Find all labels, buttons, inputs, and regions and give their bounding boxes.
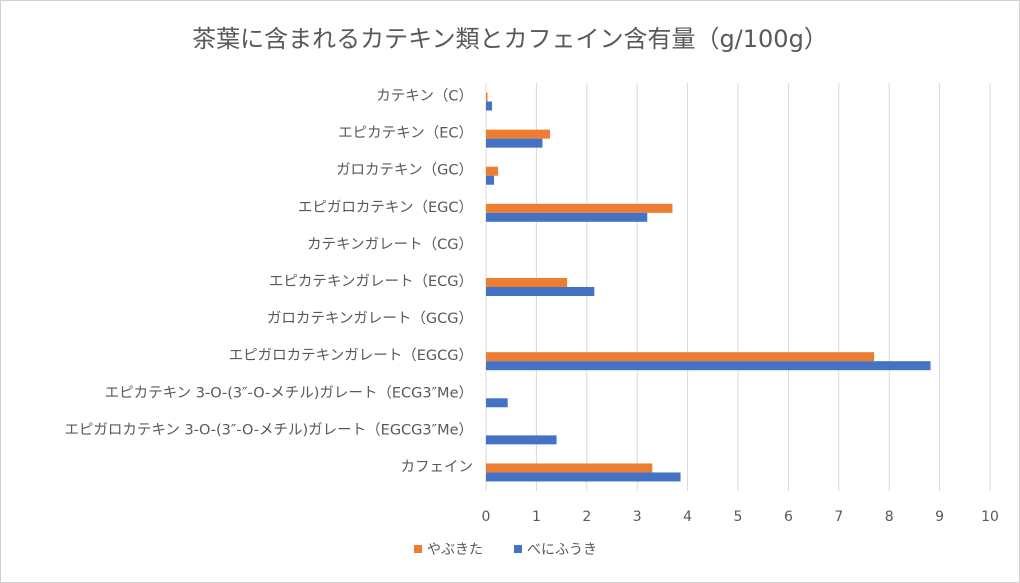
bar-yabukita-3 <box>486 203 673 213</box>
chart-title: 茶葉に含まれるカテキン類とカフェイン含有量（g/100g） <box>192 25 828 53</box>
bar-benifuuki-1 <box>486 138 543 148</box>
x-tick-label-0: 0 <box>482 509 491 525</box>
x-tick-label-2: 2 <box>582 509 591 525</box>
category-labels: カテキン（C） エピカテキン（EC） ガロカテキン（GC） エピガロカテキン（EGC）… <box>64 88 473 476</box>
category-label-5: エピカテキンガレート（ECG） <box>269 273 473 290</box>
bar-benifuuki-7 <box>486 361 931 371</box>
x-tick-label-10: 10 <box>981 509 999 525</box>
bar-benifuuki-8 <box>486 398 508 408</box>
x-tick-label-9: 9 <box>935 509 944 525</box>
x-tick-label-4: 4 <box>683 509 692 525</box>
category-label-8: エピカテキン 3-O-(3″-O-メチル)ガレート（ECG3″Me） <box>105 384 473 401</box>
category-label-6: ガロカテキンガレート（GCG） <box>267 310 473 327</box>
bar-benifuuki-0 <box>486 101 493 111</box>
bar-yabukita-1 <box>486 129 551 139</box>
x-tick-label-7: 7 <box>834 509 843 525</box>
category-label-10: カフェイン <box>401 459 474 475</box>
legend-label-0: やぶきた <box>427 542 483 558</box>
gridlines <box>485 83 991 491</box>
category-label-0: カテキン（C） <box>376 88 473 105</box>
category-label-4: カテキンガレート（CG） <box>307 236 473 253</box>
category-label-9: エピガロカテキン 3-O-(3″-O-メチル)ガレート（EGCG3″Me） <box>64 421 473 438</box>
bar-benifuuki-3 <box>486 212 648 222</box>
bar-benifuuki-5 <box>486 287 595 296</box>
x-tick-label-5: 5 <box>734 509 743 525</box>
x-tick-label-1: 1 <box>532 509 541 525</box>
bars <box>486 92 931 482</box>
bar-yabukita-2 <box>486 166 499 176</box>
category-label-7: エピガロカテキンガレート（EGCG） <box>229 347 473 364</box>
category-label-2: ガロカテキン（GC） <box>336 162 473 179</box>
bar-yabukita-5 <box>486 278 568 287</box>
legend-swatch-1 <box>514 545 522 553</box>
bar-benifuuki-10 <box>486 472 681 482</box>
bar-yabukita-7 <box>486 352 875 362</box>
x-tick-labels: 0 1 2 3 4 5 6 7 8 9 10 <box>482 509 999 525</box>
legend: やぶきた べにふうき <box>414 542 597 558</box>
bar-benifuuki-2 <box>486 175 495 185</box>
bar-yabukita-0 <box>486 92 488 102</box>
legend-label-1: べにふうき <box>527 542 597 558</box>
x-tick-label-3: 3 <box>633 509 642 525</box>
legend-swatch-0 <box>414 545 422 553</box>
category-label-3: エピガロカテキン（EGC） <box>298 199 473 216</box>
x-tick-label-6: 6 <box>784 509 793 525</box>
bar-benifuuki-9 <box>486 435 557 445</box>
x-tick-label-8: 8 <box>885 509 894 525</box>
category-label-1: エピカテキン（EC） <box>338 125 473 142</box>
bar-yabukita-10 <box>486 463 653 473</box>
